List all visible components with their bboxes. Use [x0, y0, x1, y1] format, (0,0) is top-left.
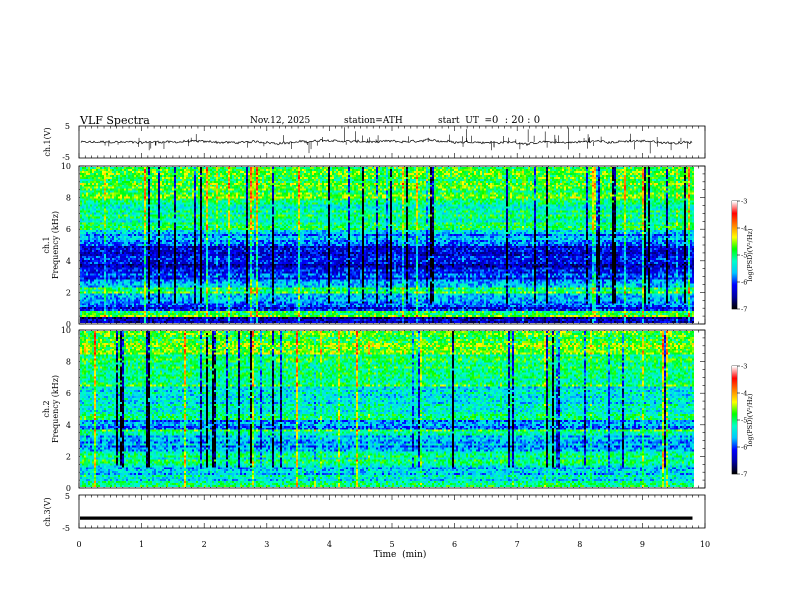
colorbar-tick-label: -5	[741, 252, 747, 260]
ch2-colorbar-label: log(PSD)(V²/Hz)	[746, 393, 754, 446]
station-label: station=ATH	[344, 116, 403, 126]
colorbar-tick-label: -7	[741, 306, 747, 314]
x-tick-label: 10	[700, 540, 710, 549]
ch1-waveform-line	[80, 138, 693, 147]
ch1-spectrogram-ylabel-freq: Frequency (kHz)	[51, 211, 60, 279]
ch1-spectrogram-ylabel-ch: ch.1	[42, 236, 51, 253]
ch3-waveform-ylabel: ch.3(V)	[43, 497, 52, 526]
ch1-ytick-top: 5	[65, 122, 70, 131]
y-tick-label: 10	[61, 162, 71, 171]
colorbar-tick-label: -6	[741, 444, 747, 452]
y-tick-label: 6	[66, 389, 71, 398]
y-tick-label: 2	[66, 452, 71, 461]
ch3-ytick-bottom: -5	[62, 524, 70, 533]
y-tick-label: 4	[66, 257, 71, 266]
start-ut-value: 0 : 20 : 0	[492, 115, 540, 126]
x-axis-label: Time (min)	[374, 549, 427, 560]
ch2-colorbar: -3 -4 -5 -6 -7 log(PSD)(V²/Hz)	[731, 363, 754, 479]
x-tick-label: 3	[264, 540, 269, 549]
y-tick-label: 2	[66, 288, 71, 297]
ch1-ytick-bottom: -5	[62, 153, 70, 162]
x-tick-label: 6	[452, 540, 457, 549]
y-tick-label: 8	[66, 358, 71, 367]
y-tick-label: 0	[66, 320, 71, 329]
ch2-spectrogram-ylabel-freq: Frequency (kHz)	[51, 375, 60, 443]
x-tick-label: 0	[76, 540, 81, 549]
x-tick-label: 7	[515, 540, 520, 549]
colorbar-tick-label: -3	[741, 363, 747, 371]
ch1-spectrogram-image	[80, 167, 694, 323]
x-tick-label: 5	[389, 540, 394, 549]
ch1-colorbar-ticks: -3 -4 -5 -6 -7	[737, 198, 747, 314]
colorbar-tick-label: -5	[741, 417, 747, 425]
x-tick-label: 1	[139, 540, 144, 549]
x-tick-label: 9	[640, 540, 645, 549]
ch1-waveform-ticks	[78, 126, 706, 158]
date-label: Nov.12, 2025	[250, 116, 311, 126]
colorbar-tick-label: -4	[741, 225, 747, 233]
y-tick-label: 8	[66, 194, 71, 203]
colorbar-tick-label: -4	[741, 390, 747, 398]
colorbar-tick-label: -3	[741, 198, 747, 206]
start-ut-label: start UT =	[438, 116, 492, 126]
ch3-waveform-panel: 5 -5 ch.3(V)	[43, 492, 706, 533]
ch1-colorbar-gradient	[732, 201, 737, 309]
ch1-colorbar-label: log(PSD)(V²/Hz)	[746, 228, 754, 281]
y-tick-label: 10	[61, 326, 71, 335]
figure-title: VLF Spectra	[79, 114, 150, 127]
ch2-colorbar-ticks: -3 -4 -5 -6 -7	[737, 363, 747, 479]
x-tick-label: 4	[327, 540, 332, 549]
ch3-waveform-ticks	[78, 495, 706, 528]
colorbar-tick-label: -6	[741, 279, 747, 287]
ch2-colorbar-gradient	[732, 366, 737, 474]
ch1-waveform-panel: 5 -5 ch.1(V)	[43, 122, 706, 162]
ch1-waveform-ylabel: ch.1(V)	[43, 127, 52, 156]
ch1-waveform-spikes	[104, 127, 688, 154]
x-tick-label: 8	[577, 540, 582, 549]
y-tick-label: 0	[66, 484, 71, 493]
ch2-spectrogram-ylabel-ch: ch.2	[42, 400, 51, 417]
ch2-spectrogram-image	[80, 331, 694, 487]
x-tick-label: 2	[202, 540, 207, 549]
colorbar-tick-label: -7	[741, 471, 747, 479]
x-axis-tick-labels: 0 1 2 3 4 5 6 7 8 9 10	[76, 540, 710, 549]
y-tick-label: 4	[66, 421, 71, 430]
y-tick-label: 6	[66, 225, 71, 234]
ch3-ytick-top: 5	[65, 492, 70, 501]
